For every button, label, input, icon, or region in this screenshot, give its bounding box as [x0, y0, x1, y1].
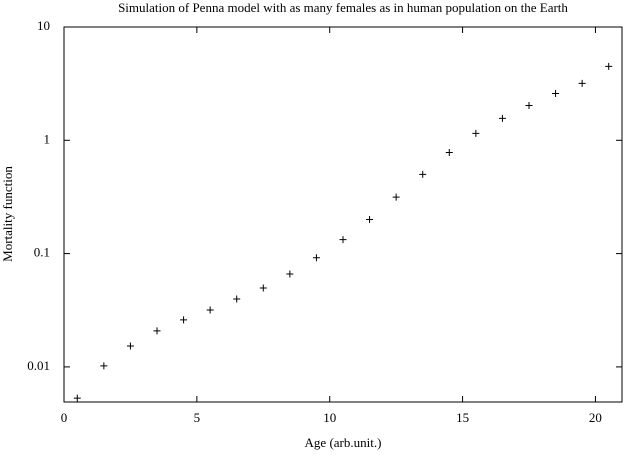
data-point [419, 170, 427, 178]
plot-frame [63, 26, 623, 403]
x-tick-label: 0 [61, 410, 68, 425]
x-axis-label: Age (arb.unit.) [305, 435, 382, 450]
data-point [312, 254, 320, 262]
x-tick-label: 20 [589, 410, 602, 425]
y-axis-label: Mortality function [0, 166, 15, 262]
x-tick-label: 15 [456, 410, 469, 425]
data-point [552, 89, 560, 97]
data-point [233, 295, 241, 303]
data-point [286, 270, 294, 278]
y-tick-label: 10 [37, 18, 50, 33]
data-point [525, 101, 533, 109]
y-tick-label: 0.1 [34, 245, 50, 260]
x-tick-label: 10 [323, 410, 336, 425]
data-point [153, 327, 161, 335]
data-point [366, 215, 374, 223]
data-point [73, 394, 81, 402]
data-point [259, 284, 267, 292]
x-tick-label: 5 [194, 410, 201, 425]
y-tick-label: 0.01 [27, 358, 50, 373]
chart-title: Simulation of Penna model with as many f… [118, 0, 568, 15]
data-point [206, 306, 214, 314]
data-point [392, 193, 400, 201]
data-point [578, 79, 586, 87]
data-point [605, 62, 613, 70]
data-point [126, 342, 134, 350]
y-tick-label: 1 [44, 131, 51, 146]
data-point [498, 114, 506, 122]
data-point [339, 236, 347, 244]
data-point [445, 149, 453, 157]
data-point [472, 129, 480, 137]
data-point [100, 362, 108, 370]
data-point [180, 316, 188, 324]
